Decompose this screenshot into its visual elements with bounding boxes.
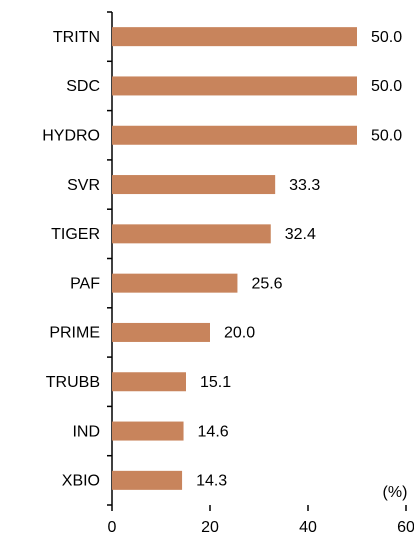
bar [112, 175, 276, 195]
x-tick-label: 40 [299, 519, 317, 536]
unit-label: (%) [383, 484, 408, 501]
value-label: 50.0 [371, 127, 402, 144]
y-tick-label: TRUBB [46, 374, 100, 391]
y-tick-label: HYDRO [42, 127, 100, 144]
bar [112, 125, 357, 145]
y-tick-label: XBIO [62, 473, 100, 490]
bar [112, 76, 357, 96]
bar [112, 273, 238, 293]
bar [112, 372, 186, 392]
y-tick-label: IND [72, 423, 100, 440]
value-label: 15.1 [200, 374, 231, 391]
bar [112, 27, 357, 47]
bar [112, 322, 210, 342]
x-tick-label: 0 [108, 519, 117, 536]
value-label: 25.6 [251, 275, 282, 292]
bar [112, 224, 271, 244]
value-label: 50.0 [371, 78, 402, 95]
x-tick-label: 20 [201, 519, 219, 536]
y-tick-label: PAF [70, 275, 100, 292]
y-tick-label: SVR [67, 177, 100, 194]
bar [112, 421, 184, 441]
y-tick-label: TRITN [53, 29, 100, 46]
bar [112, 470, 183, 490]
y-tick-label: TIGER [51, 226, 100, 243]
value-label: 14.3 [196, 473, 227, 490]
value-label: 14.6 [198, 423, 229, 440]
value-label: 20.0 [224, 325, 255, 342]
value-label: 50.0 [371, 29, 402, 46]
y-tick-label: PRIME [49, 325, 100, 342]
value-label: 33.3 [289, 177, 320, 194]
y-tick-label: SDC [66, 78, 100, 95]
value-label: 32.4 [285, 226, 316, 243]
x-tick-label: 60 [397, 519, 414, 536]
